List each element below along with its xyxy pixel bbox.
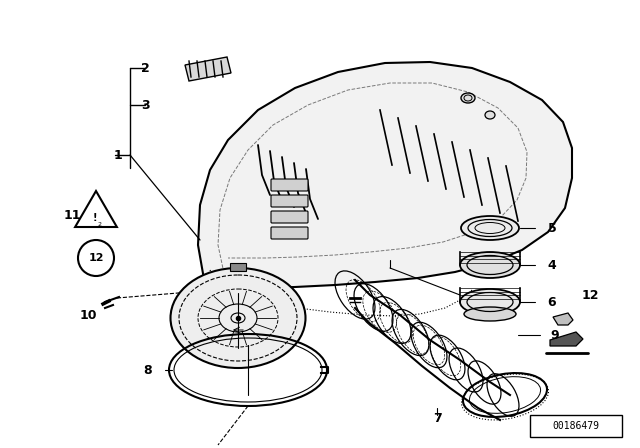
Polygon shape bbox=[198, 62, 572, 288]
Text: 2: 2 bbox=[97, 221, 101, 227]
Ellipse shape bbox=[485, 111, 495, 119]
Ellipse shape bbox=[460, 252, 520, 278]
Ellipse shape bbox=[464, 307, 516, 321]
FancyBboxPatch shape bbox=[530, 415, 622, 437]
Ellipse shape bbox=[170, 268, 305, 368]
Text: 1: 1 bbox=[114, 148, 122, 161]
Text: 9: 9 bbox=[550, 328, 559, 341]
Text: 12: 12 bbox=[581, 289, 599, 302]
Ellipse shape bbox=[460, 289, 520, 315]
Text: 8: 8 bbox=[144, 363, 152, 376]
FancyBboxPatch shape bbox=[271, 179, 308, 191]
Text: 11: 11 bbox=[63, 208, 81, 221]
Text: 00186479: 00186479 bbox=[552, 421, 600, 431]
Text: 2: 2 bbox=[141, 61, 149, 74]
FancyBboxPatch shape bbox=[271, 227, 308, 239]
FancyBboxPatch shape bbox=[230, 263, 246, 271]
Text: 6: 6 bbox=[548, 296, 556, 309]
Text: 12: 12 bbox=[88, 253, 104, 263]
FancyBboxPatch shape bbox=[271, 211, 308, 223]
Text: !: ! bbox=[93, 213, 97, 223]
Text: 5: 5 bbox=[548, 221, 556, 234]
Ellipse shape bbox=[461, 93, 475, 103]
Text: 4: 4 bbox=[548, 258, 556, 271]
Text: 10: 10 bbox=[79, 309, 97, 322]
FancyBboxPatch shape bbox=[271, 195, 308, 207]
Text: 7: 7 bbox=[433, 412, 442, 425]
Polygon shape bbox=[550, 332, 583, 346]
Text: 3: 3 bbox=[141, 99, 149, 112]
Polygon shape bbox=[553, 313, 573, 325]
Ellipse shape bbox=[461, 216, 519, 240]
Polygon shape bbox=[185, 57, 231, 81]
